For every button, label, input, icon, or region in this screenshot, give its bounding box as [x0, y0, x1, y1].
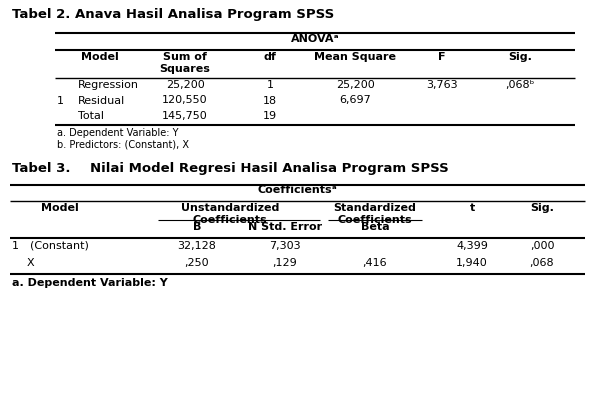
Text: Model: Model: [81, 52, 119, 62]
Text: Sig.: Sig.: [530, 204, 554, 213]
Text: Residual: Residual: [78, 95, 125, 106]
Text: 18: 18: [263, 95, 277, 106]
Text: F: F: [438, 52, 446, 62]
Text: Standardized
Coefficients: Standardized Coefficients: [334, 204, 417, 225]
Text: ,250: ,250: [184, 258, 210, 268]
Text: Sig.: Sig.: [508, 52, 532, 62]
Text: 1: 1: [12, 241, 19, 251]
Text: Nilai Model Regresi Hasil Analisa Program SPSS: Nilai Model Regresi Hasil Analisa Progra…: [90, 162, 449, 175]
Text: B: B: [193, 222, 201, 232]
Text: 4,399: 4,399: [456, 241, 488, 251]
Text: X: X: [26, 258, 34, 268]
Text: 120,550: 120,550: [162, 95, 208, 106]
Text: df: df: [263, 52, 276, 62]
Text: Mean Square: Mean Square: [314, 52, 396, 62]
Text: ANOVAᵃ: ANOVAᵃ: [291, 34, 339, 44]
Text: N Std. Error: N Std. Error: [248, 222, 322, 232]
Text: ,068: ,068: [530, 258, 554, 268]
Text: 1: 1: [266, 80, 273, 90]
Text: 6,697: 6,697: [339, 95, 371, 106]
Text: Sum of
Squares: Sum of Squares: [159, 52, 210, 74]
Text: 1,940: 1,940: [456, 258, 488, 268]
Text: Unstandardized
Coefficients: Unstandardized Coefficients: [181, 204, 279, 225]
Text: Regression: Regression: [78, 80, 139, 90]
Text: ,129: ,129: [273, 258, 297, 268]
Text: Coefficientsᵃ: Coefficientsᵃ: [258, 186, 337, 196]
Text: Tabel 2. Anava Hasil Analisa Program SPSS: Tabel 2. Anava Hasil Analisa Program SPS…: [12, 8, 334, 21]
Text: Tabel 3.: Tabel 3.: [12, 162, 70, 175]
Text: 19: 19: [263, 111, 277, 121]
Text: a. Dependent Variable: Y: a. Dependent Variable: Y: [12, 278, 168, 288]
Text: (Constant): (Constant): [30, 241, 89, 251]
Text: Beta: Beta: [361, 222, 389, 232]
Text: a. Dependent Variable: Y: a. Dependent Variable: Y: [57, 128, 179, 139]
Text: t: t: [469, 204, 475, 213]
Text: ,068ᵇ: ,068ᵇ: [505, 80, 535, 90]
Text: 32,128: 32,128: [177, 241, 217, 251]
Text: Total: Total: [78, 111, 104, 121]
Text: 25,200: 25,200: [165, 80, 204, 90]
Text: 25,200: 25,200: [336, 80, 374, 90]
Text: b. Predictors: (Constant), X: b. Predictors: (Constant), X: [57, 139, 189, 150]
Text: 1: 1: [57, 95, 64, 106]
Text: 145,750: 145,750: [162, 111, 208, 121]
Text: ,416: ,416: [363, 258, 387, 268]
Text: Model: Model: [41, 204, 79, 213]
Text: 7,303: 7,303: [269, 241, 301, 251]
Text: 3,763: 3,763: [426, 80, 458, 90]
Text: ,000: ,000: [530, 241, 554, 251]
